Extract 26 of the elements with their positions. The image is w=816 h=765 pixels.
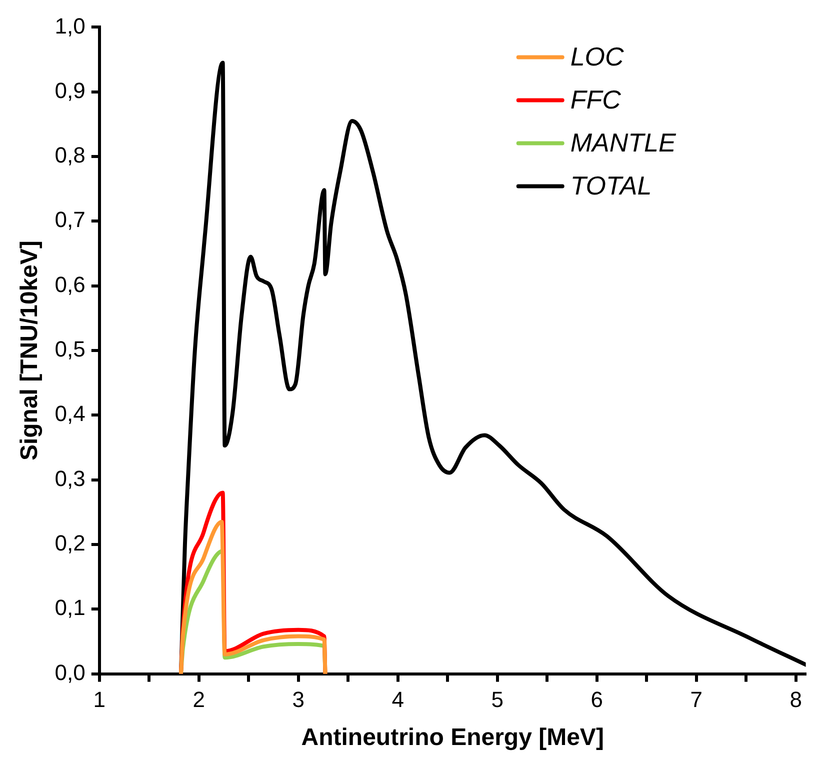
y-tick-label: 1,0 (54, 13, 86, 38)
y-tick-label: 0,6 (54, 272, 86, 297)
y-tick-label: 0,1 (54, 595, 86, 620)
line-series (178, 520, 328, 674)
x-tick-label: 2 (192, 687, 206, 712)
y-tick-label: 0,8 (54, 142, 86, 168)
x-tick-label: 3 (292, 687, 304, 712)
y-tick-label: 0,3 (54, 466, 86, 491)
x-tick-label: 4 (392, 687, 404, 712)
y-tick-label: 0,5 (54, 336, 86, 362)
legend-label: LOC (570, 41, 624, 72)
x-tick-label: 5 (491, 687, 504, 712)
x-tick-label: 8 (790, 687, 802, 712)
x-tick-label: 7 (690, 687, 702, 712)
y-tick-label: 0,7 (54, 207, 86, 232)
y-tick-label: 0,4 (54, 401, 86, 426)
x-tick-label: 6 (590, 687, 603, 712)
x-tick-label: 1 (93, 687, 106, 712)
x-axis-title: Antineutrino Energy [MeV] (301, 724, 604, 752)
y-tick-label: 0,2 (54, 530, 86, 556)
y-axis-title: Signal [TNU/10keV] (16, 240, 44, 461)
legend-label: MANTLE (570, 127, 676, 158)
legend-label: FFC (570, 84, 622, 114)
legend-label: TOTAL (570, 170, 652, 200)
y-tick-label: 0,9 (54, 78, 86, 103)
y-tick-label: 0,0 (54, 660, 86, 685)
